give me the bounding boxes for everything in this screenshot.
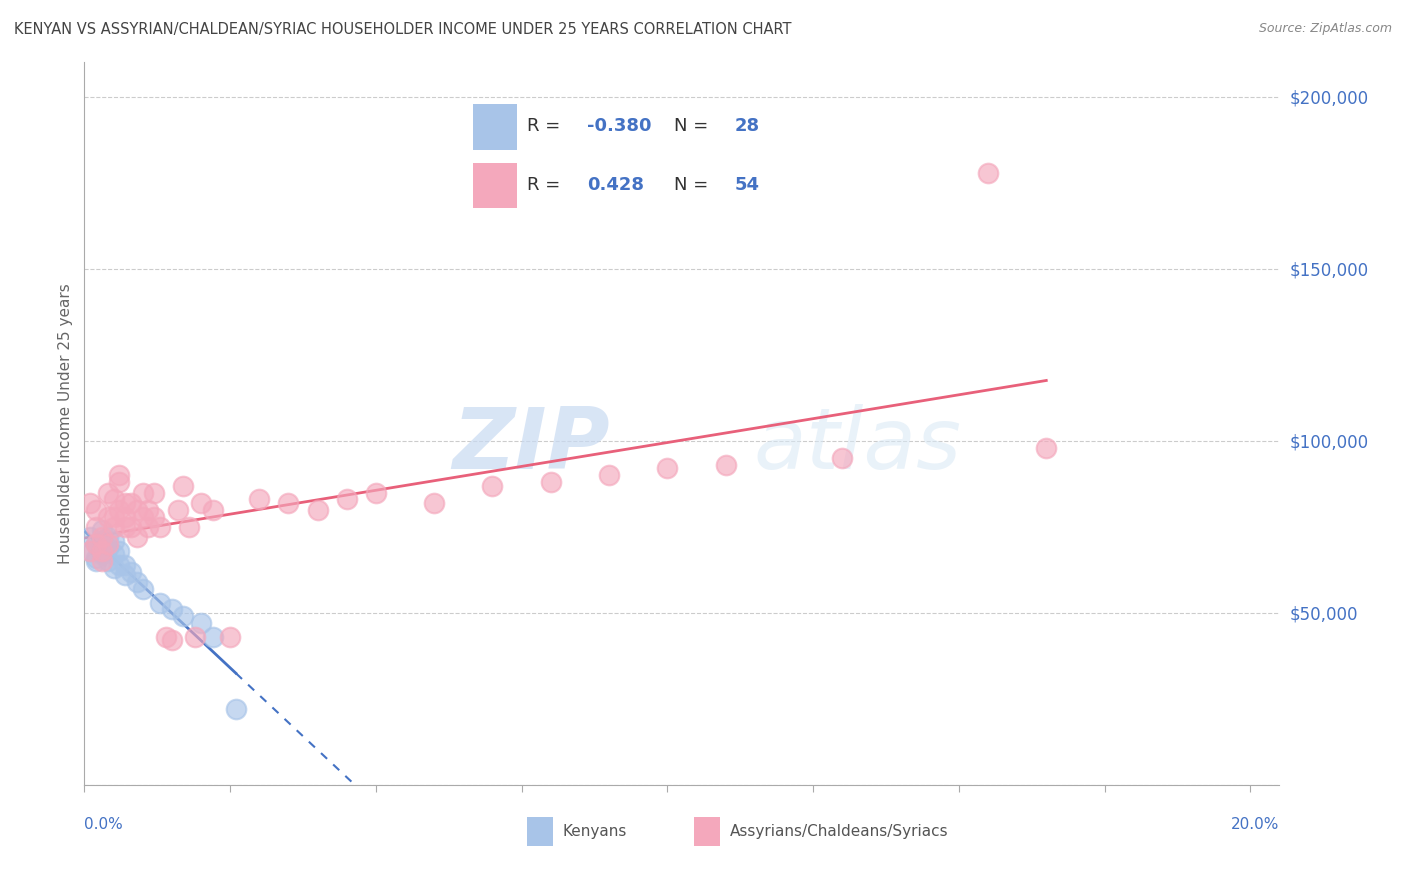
- Point: [277, 496, 299, 510]
- Point: [114, 520, 136, 534]
- Point: [143, 485, 166, 500]
- Point: [155, 630, 177, 644]
- Point: [97, 541, 120, 555]
- Point: [79, 544, 101, 558]
- Text: ZIP: ZIP: [453, 404, 610, 487]
- Point: [103, 520, 125, 534]
- Point: [166, 502, 188, 516]
- Text: Kenyans: Kenyans: [562, 824, 627, 839]
- Point: [160, 633, 183, 648]
- Point: [172, 478, 194, 492]
- Y-axis label: Householder Income Under 25 years: Householder Income Under 25 years: [58, 284, 73, 564]
- Point: [120, 496, 142, 510]
- Point: [423, 496, 446, 510]
- Point: [114, 558, 136, 572]
- Point: [108, 475, 131, 490]
- Point: [79, 544, 101, 558]
- Point: [90, 533, 112, 548]
- Point: [540, 475, 562, 490]
- Point: [172, 609, 194, 624]
- Point: [79, 530, 101, 544]
- Text: atlas: atlas: [754, 404, 962, 487]
- Text: KENYAN VS ASSYRIAN/CHALDEAN/SYRIAC HOUSEHOLDER INCOME UNDER 25 YEARS CORRELATION: KENYAN VS ASSYRIAN/CHALDEAN/SYRIAC HOUSE…: [14, 22, 792, 37]
- Point: [190, 496, 212, 510]
- Point: [90, 544, 112, 558]
- Point: [97, 530, 120, 544]
- Point: [103, 548, 125, 562]
- Point: [103, 492, 125, 507]
- Point: [138, 502, 160, 516]
- Point: [160, 602, 183, 616]
- Point: [103, 509, 125, 524]
- Bar: [695, 817, 720, 847]
- Point: [90, 544, 112, 558]
- Point: [225, 702, 247, 716]
- Point: [97, 554, 120, 568]
- Point: [97, 537, 120, 551]
- Point: [90, 524, 112, 538]
- Point: [138, 520, 160, 534]
- Point: [114, 509, 136, 524]
- Text: 20.0%: 20.0%: [1232, 817, 1279, 832]
- Point: [247, 492, 270, 507]
- Point: [714, 458, 737, 472]
- Point: [336, 492, 359, 507]
- Text: Assyrians/Chaldeans/Syriacs: Assyrians/Chaldeans/Syriacs: [730, 824, 948, 839]
- Point: [977, 165, 1000, 179]
- Text: Source: ZipAtlas.com: Source: ZipAtlas.com: [1258, 22, 1392, 36]
- Point: [90, 548, 112, 562]
- Point: [97, 485, 120, 500]
- Point: [131, 485, 153, 500]
- Point: [201, 502, 224, 516]
- Bar: [527, 817, 553, 847]
- Point: [84, 554, 107, 568]
- Point: [84, 520, 107, 534]
- Point: [84, 502, 107, 516]
- Point: [149, 596, 172, 610]
- Point: [84, 537, 107, 551]
- Point: [125, 502, 148, 516]
- Point: [657, 461, 679, 475]
- Point: [108, 502, 131, 516]
- Point: [108, 558, 131, 572]
- Point: [97, 509, 120, 524]
- Point: [90, 554, 112, 568]
- Point: [219, 630, 242, 644]
- Point: [190, 616, 212, 631]
- Point: [108, 468, 131, 483]
- Point: [114, 496, 136, 510]
- Point: [143, 509, 166, 524]
- Point: [90, 530, 112, 544]
- Point: [831, 451, 853, 466]
- Point: [179, 520, 201, 534]
- Point: [103, 533, 125, 548]
- Text: 0.0%: 0.0%: [84, 817, 124, 832]
- Point: [598, 468, 620, 483]
- Point: [481, 478, 503, 492]
- Point: [364, 485, 387, 500]
- Point: [79, 496, 101, 510]
- Point: [184, 630, 207, 644]
- Point: [307, 502, 329, 516]
- Point: [103, 561, 125, 575]
- Point: [125, 530, 148, 544]
- Point: [149, 520, 172, 534]
- Point: [84, 550, 107, 565]
- Point: [120, 565, 142, 579]
- Point: [1035, 441, 1057, 455]
- Point: [108, 544, 131, 558]
- Point: [84, 537, 107, 551]
- Point: [120, 520, 142, 534]
- Point: [131, 582, 153, 596]
- Point: [114, 568, 136, 582]
- Point: [131, 509, 153, 524]
- Point: [125, 574, 148, 589]
- Point: [201, 630, 224, 644]
